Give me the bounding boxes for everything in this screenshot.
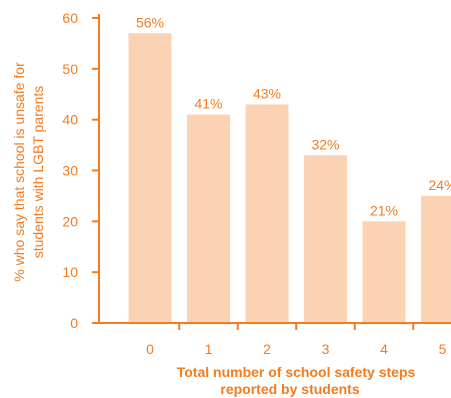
data-label-1: 41%	[194, 96, 222, 112]
y-tick-label-60: 60	[62, 10, 78, 26]
bars-group	[128, 33, 451, 324]
y-axis-title-line-2: students with LGBT parents	[30, 86, 46, 259]
data-label-0: 56%	[136, 14, 164, 30]
y-tick-label-10: 10	[62, 264, 78, 280]
bar-3	[304, 155, 347, 323]
x-tick-label-3: 3	[322, 341, 330, 357]
y-axis-title-line-1: % who say that school is unsafe for	[11, 62, 27, 282]
x-tick-label-4: 4	[380, 341, 388, 357]
x-axis-title-line-2: reported by students	[220, 381, 359, 397]
bar-2	[245, 104, 289, 324]
y-ticks-group: 0 10 20 30 40 50 60	[62, 10, 99, 331]
y-tick-label-0: 0	[70, 315, 78, 331]
y-tick-label-20: 20	[62, 213, 78, 229]
data-label-4: 21%	[370, 202, 398, 218]
bar-5	[421, 195, 451, 323]
data-label-2: 43%	[253, 85, 281, 101]
bar-1	[187, 114, 230, 323]
bar-0	[128, 33, 172, 323]
y-tick-label-30: 30	[62, 163, 78, 179]
y-tick-label-50: 50	[62, 61, 78, 77]
y-tick-label-40: 40	[62, 112, 78, 128]
x-tick-label-5: 5	[439, 341, 447, 357]
x-ticks-group: 0 1 2 3 4 5	[146, 323, 447, 357]
x-axis-title-line-1: Total number of school safety steps	[177, 364, 416, 380]
x-tick-label-1: 1	[205, 341, 213, 357]
x-tick-label-0: 0	[146, 341, 154, 357]
axis-titles-group: % who say that school is unsafe for stud…	[11, 62, 415, 397]
data-label-5: 24%	[428, 177, 451, 193]
data-label-3: 32%	[311, 136, 339, 152]
data-labels-group: 56% 41% 43% 32% 21% 24%	[136, 14, 451, 218]
x-tick-label-2: 2	[263, 341, 271, 357]
bar-4	[362, 221, 406, 323]
